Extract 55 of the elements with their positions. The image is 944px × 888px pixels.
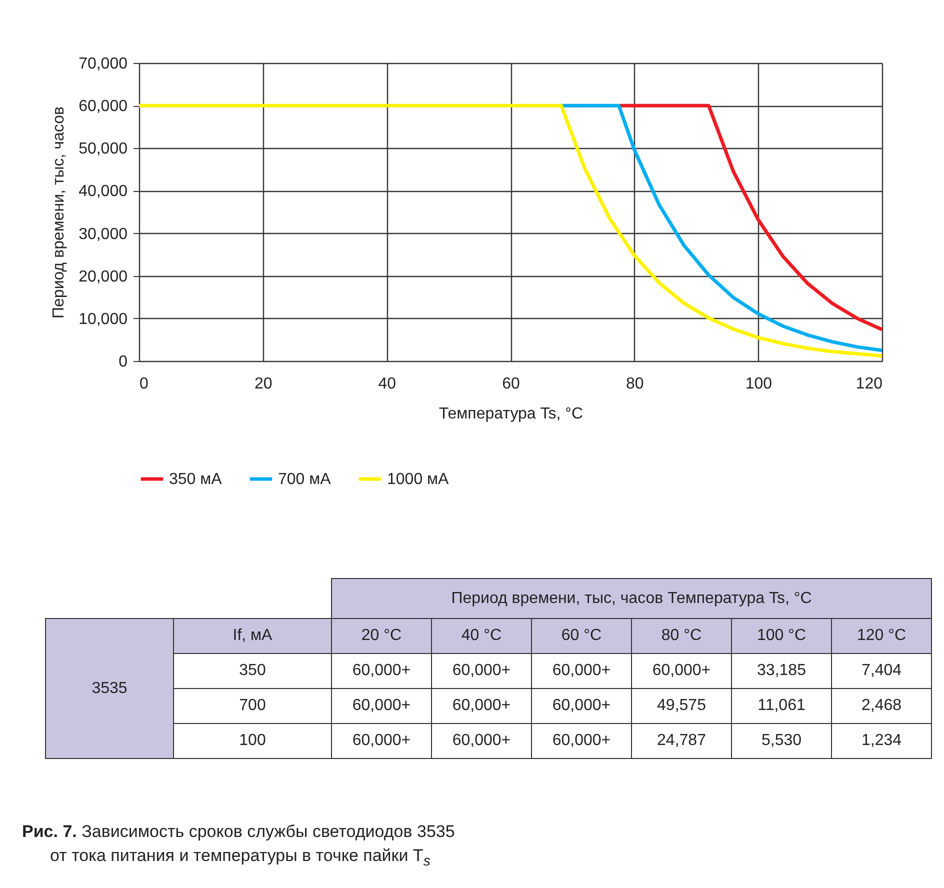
x-tick-label: 20 — [254, 376, 272, 392]
text: 700 — [174, 688, 332, 724]
y-tick-label: 30,000 — [78, 226, 128, 243]
text: 100 — [174, 724, 332, 758]
text: 350 — [174, 654, 332, 688]
y-axis-title: Период времени, тыс, часов — [50, 106, 68, 318]
text: 2,468 — [832, 688, 932, 724]
text: 100 °C — [732, 618, 832, 654]
text: 5,530 — [732, 724, 832, 758]
text: 60,000+ — [432, 688, 532, 724]
text: 24,787 — [632, 724, 732, 758]
text: Период времени, тыс, часов Температура Ts, °C — [451, 590, 812, 606]
text: 33,185 — [732, 654, 832, 688]
x-tick-label: 0 — [140, 376, 148, 392]
text: 20 °C — [332, 618, 432, 654]
legend-label: 1000 мА — [387, 471, 450, 488]
legend-label: 350 мА — [169, 471, 222, 488]
text: 60,000+ — [332, 724, 432, 758]
text: 49,575 — [632, 688, 732, 724]
legend-label: 700 мА — [278, 471, 332, 488]
x-tick-label: 40 — [378, 376, 396, 392]
x-axis-title: Температура Ts, °C — [438, 406, 584, 422]
x-tick-label: 120 — [856, 376, 883, 392]
y-tick-label: 10,000 — [78, 310, 128, 328]
y-tick-label: 50,000 — [78, 140, 128, 158]
text: 60,000+ — [532, 654, 632, 688]
text: 60,000+ — [432, 724, 532, 758]
text: 3535 — [46, 618, 174, 758]
x-tick-label: 60 — [502, 376, 520, 392]
y-tick-label: 70,000 — [78, 56, 128, 72]
y-tick-label: 0 — [118, 354, 128, 370]
line-series — [560, 104, 884, 352]
text: 60,000+ — [332, 688, 432, 724]
text: 80 °C — [632, 618, 732, 654]
text: 1,234 — [832, 724, 932, 758]
text: Рис. 7. Зависимость сроков службы светодиодов 3535 — [22, 822, 455, 841]
text: If, мА — [174, 618, 332, 654]
text: 60,000+ — [332, 654, 432, 688]
text: от тока питания и температуры в точке пайки T$_{s}$ — [49, 845, 430, 872]
text: 60,000+ — [432, 654, 532, 688]
text: 60,000+ — [532, 688, 632, 724]
text: 11,061 — [732, 688, 832, 724]
text: 120 °C — [832, 618, 932, 654]
text: 60 °C — [532, 618, 632, 654]
text: 40 °C — [432, 618, 532, 654]
y-tick-label: 60,000 — [78, 98, 128, 116]
x-tick-label: 100 — [745, 376, 772, 392]
y-tick-label: 20,000 — [78, 268, 128, 286]
text: 60,000+ — [632, 654, 732, 688]
x-tick-label: 80 — [626, 376, 644, 392]
line-series — [617, 104, 884, 332]
text: 7,404 — [832, 654, 932, 688]
text: 60,000+ — [532, 724, 632, 758]
line-series — [137, 104, 884, 358]
y-tick-label: 40,000 — [78, 183, 128, 200]
